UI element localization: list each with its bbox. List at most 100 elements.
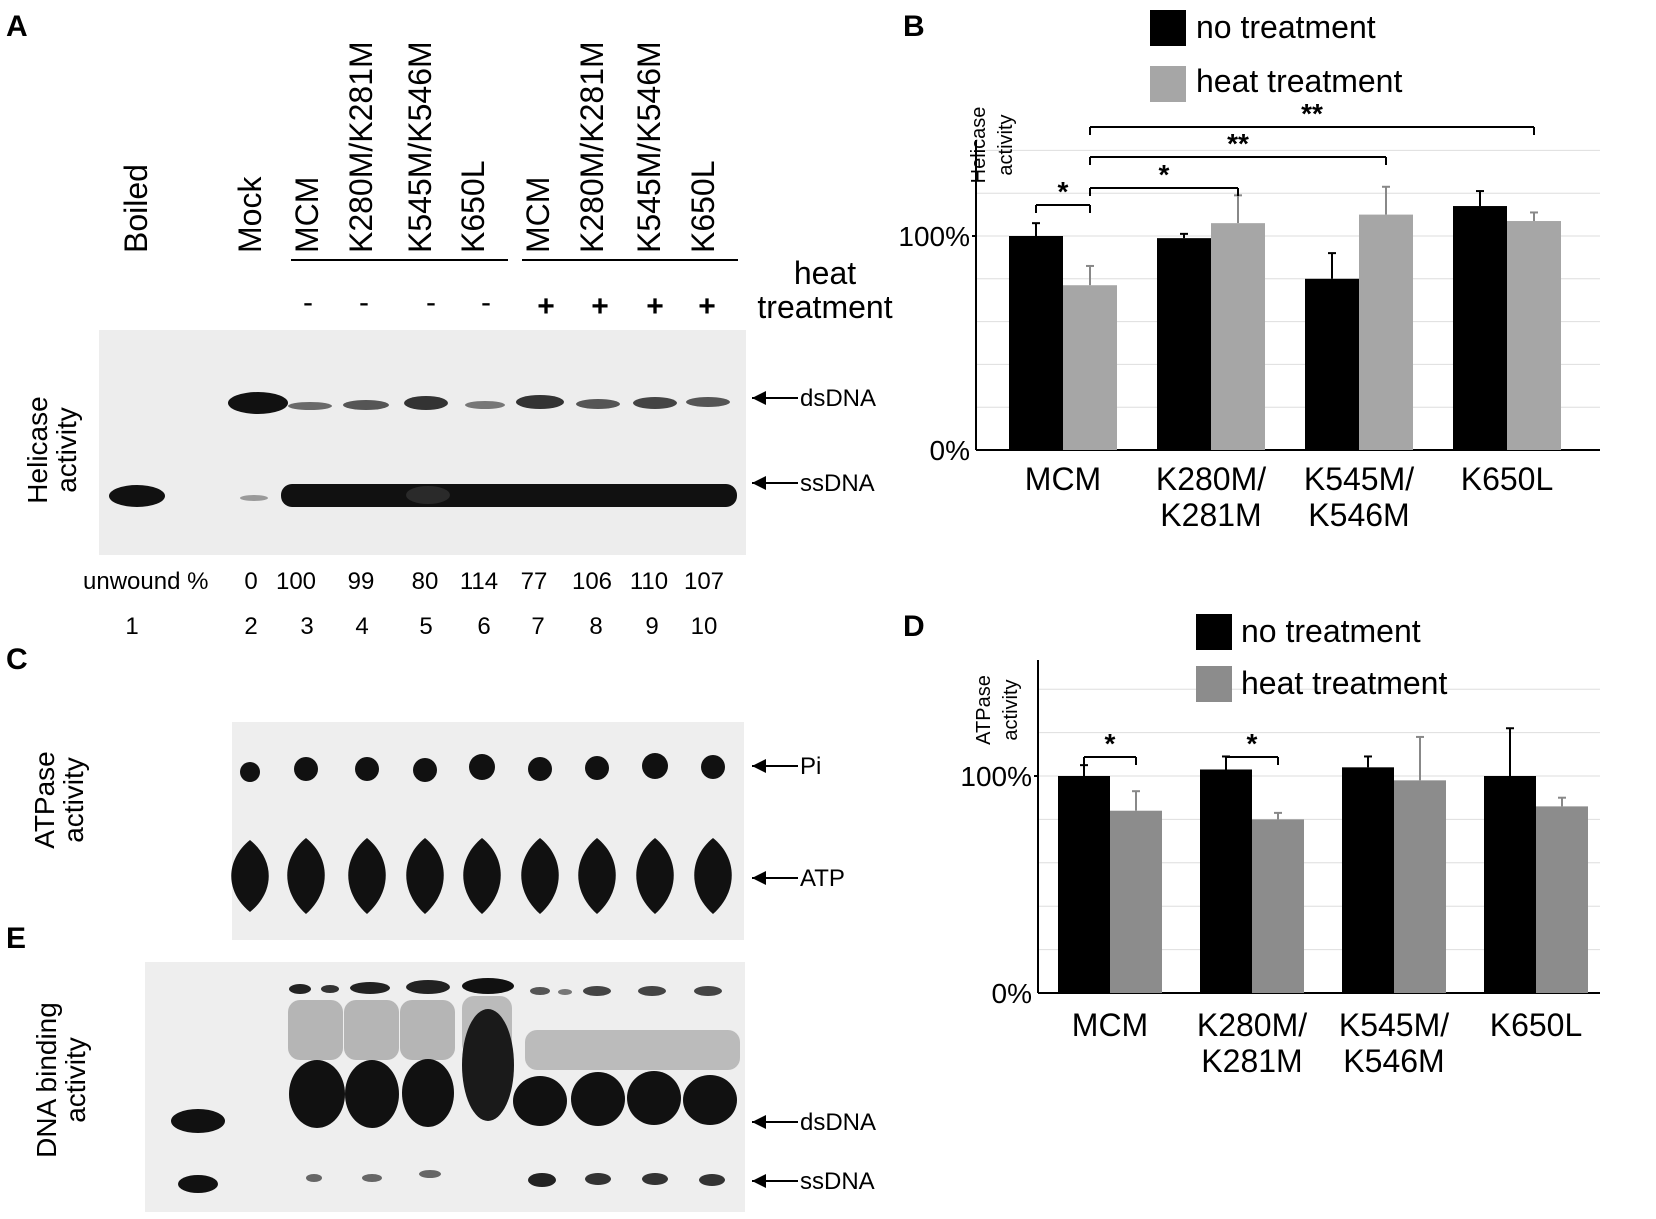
category-label: MCM — [1072, 1007, 1148, 1043]
panel-letter-e: E — [6, 922, 26, 955]
band-label-dsdna-e: dsDNA — [800, 1109, 876, 1136]
bar — [1484, 776, 1536, 993]
lane-number: 3 — [300, 613, 313, 640]
bar — [1200, 769, 1252, 993]
treatment-sign: + — [646, 290, 664, 323]
bar — [1536, 806, 1588, 993]
bar — [1157, 238, 1211, 450]
atpase-tlc-image — [231, 722, 744, 940]
significance-label: ** — [1227, 128, 1249, 159]
legend-label: heat treatment — [1196, 63, 1402, 99]
lane-number: 10 — [691, 613, 718, 640]
significance-label: * — [1247, 728, 1258, 759]
category-label: K280M/ — [1156, 461, 1266, 497]
legend-swatch — [1196, 614, 1232, 650]
lane-number: 5 — [419, 613, 432, 640]
lane-number: 4 — [355, 613, 368, 640]
y-tick-label: 0% — [992, 978, 1032, 1009]
lane-number: 9 — [645, 613, 658, 640]
legend-swatch — [1150, 10, 1186, 46]
ylabel-a-line1: Helicase — [22, 396, 53, 503]
panel-d: D 0% 100% ATPase activity no treatment heat t… — [903, 610, 1600, 1079]
treatment-sign: + — [698, 290, 716, 323]
legend-label: no treatment — [1241, 613, 1421, 649]
unwound-value: 107 — [684, 568, 724, 595]
bar — [1453, 206, 1507, 450]
category-label: K650L — [1461, 461, 1554, 497]
bar — [1211, 223, 1265, 450]
lane-label-mcm-heat: MCM — [520, 177, 556, 253]
bar — [1063, 285, 1117, 450]
category-label: K545M/ — [1304, 461, 1414, 497]
unwound-value: 99 — [348, 568, 375, 595]
arrowhead-ssdna-a — [752, 476, 766, 490]
legend-swatch — [1196, 666, 1232, 702]
bar — [1394, 780, 1446, 993]
lane-number: 8 — [589, 613, 602, 640]
bar — [1305, 278, 1359, 450]
spot-label-pi: Pi — [800, 753, 821, 780]
significance-label: * — [1105, 728, 1116, 759]
band-label-ssdna-a: ssDNA — [800, 470, 875, 497]
spot-label-atp: ATP — [800, 865, 845, 892]
band-label-dsdna-a: dsDNA — [800, 385, 876, 412]
legend-swatch — [1150, 66, 1186, 102]
lane-label-mock: Mock — [232, 176, 268, 253]
treatment-sign: - — [426, 286, 436, 319]
bar — [1359, 214, 1413, 450]
arrowhead-dsdna-a — [752, 391, 766, 405]
bar — [1110, 810, 1162, 993]
treatment-sign: + — [537, 290, 555, 323]
category-label: K546M — [1343, 1043, 1444, 1079]
unwound-value: 77 — [521, 568, 548, 595]
y-axis-label: activity — [995, 114, 1017, 175]
lane-label-k280m-k281m: K280M/K281M — [343, 41, 379, 253]
panel-letter-c: C — [6, 643, 28, 676]
category-label: K650L — [1490, 1007, 1583, 1043]
panel-letter-a: A — [6, 10, 28, 43]
lane-label-k545m-k546m: K545M/K546M — [402, 41, 438, 253]
lane-label-mcm: MCM — [289, 177, 325, 253]
arrowhead-pi — [752, 759, 766, 773]
significance-label: * — [1159, 159, 1170, 190]
panel-letter-d: D — [903, 610, 925, 643]
y-axis-label: activity — [1000, 679, 1022, 740]
significance-label: * — [1058, 176, 1069, 207]
band-label-ssdna-e: ssDNA — [800, 1168, 875, 1195]
y-axis-label: Helicase — [968, 107, 990, 184]
category-label: MCM — [1025, 461, 1101, 497]
bar — [1252, 819, 1304, 993]
treatment-sign: - — [303, 286, 313, 319]
arrowhead-ssdna-e — [752, 1174, 766, 1188]
y-tick-label: 100% — [898, 221, 970, 252]
ylabel-e-line1: DNA binding — [31, 1002, 62, 1158]
unwound-label: unwound % — [83, 568, 208, 595]
panel-e: E DNA binding activity — [6, 922, 876, 1212]
ylabel-c-line1: ATPase — [29, 751, 60, 849]
unwound-value: 110 — [630, 568, 668, 595]
ylabel-a-line2: activity — [51, 407, 82, 493]
arrowhead-atp — [752, 871, 766, 885]
bar — [1058, 776, 1110, 993]
category-label: K281M — [1160, 497, 1261, 533]
bar-chart-b: 0% 100% Helicase activity no treatment heat t… — [898, 9, 1600, 533]
treatment-label-line2: treatment — [757, 289, 892, 325]
lane-label-k545m-k546m-heat: K545M/K546M — [631, 41, 667, 253]
unwound-value: 100 — [276, 568, 316, 595]
treatment-sign: - — [481, 286, 491, 319]
lane-label-k280m-k281m-heat: K280M/K281M — [574, 41, 610, 253]
category-label: K280M/ — [1197, 1007, 1307, 1043]
y-tick-label: 0% — [930, 435, 970, 466]
unwound-value: 80 — [412, 568, 439, 595]
category-label: K545M/ — [1339, 1007, 1449, 1043]
treatment-label-line1: heat — [794, 255, 856, 291]
lane-label-k650l-heat: K650L — [685, 160, 721, 253]
treatment-sign: + — [591, 290, 609, 323]
unwound-value: 106 — [572, 568, 612, 595]
bar — [1009, 236, 1063, 450]
panel-b: B 0% 100% Helicase activity no treatment heat… — [898, 9, 1600, 533]
category-label: K281M — [1201, 1043, 1302, 1079]
significance-label: ** — [1301, 98, 1323, 129]
panel-a: A Boiled Mock MCM K280M/K281M K545M/K546… — [6, 10, 893, 640]
